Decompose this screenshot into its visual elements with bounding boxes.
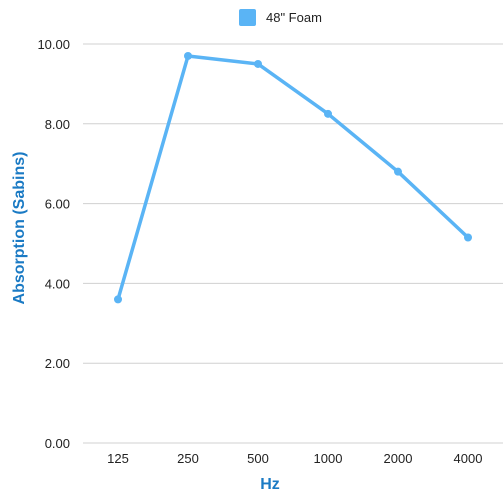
data-point <box>394 167 402 176</box>
x-tick-label: 2000 <box>384 451 413 466</box>
x-tick-label: 4000 <box>454 451 483 466</box>
x-tick-label: 1000 <box>314 451 343 466</box>
data-point <box>464 233 472 242</box>
data-point <box>114 295 122 304</box>
y-axis-title: Absorption (Sabins) <box>11 152 28 305</box>
y-tick-label: 10.00 <box>37 37 70 52</box>
data-point <box>254 59 262 68</box>
y-tick-labels: 0.00 2.00 4.00 6.00 8.00 10.00 <box>37 37 70 451</box>
x-tick-label: 250 <box>177 451 199 466</box>
data-point <box>324 109 332 118</box>
y-tick-label: 6.00 <box>45 197 70 212</box>
gridlines <box>83 43 503 444</box>
y-tick-label: 4.00 <box>45 276 70 291</box>
x-axis-title: Hz <box>260 476 280 492</box>
x-tick-labels: 125 250 500 1000 2000 4000 <box>107 451 482 466</box>
legend-swatch <box>239 9 256 26</box>
series-line <box>116 54 470 302</box>
x-tick-label: 125 <box>107 451 129 466</box>
data-point <box>184 51 192 60</box>
x-tick-label: 500 <box>247 451 269 466</box>
legend: 48" Foam <box>239 9 322 26</box>
y-tick-label: 0.00 <box>45 436 70 451</box>
series-group <box>114 51 472 304</box>
legend-label: 48" Foam <box>266 10 322 25</box>
y-tick-label: 8.00 <box>45 117 70 132</box>
y-tick-label: 2.00 <box>45 356 70 371</box>
